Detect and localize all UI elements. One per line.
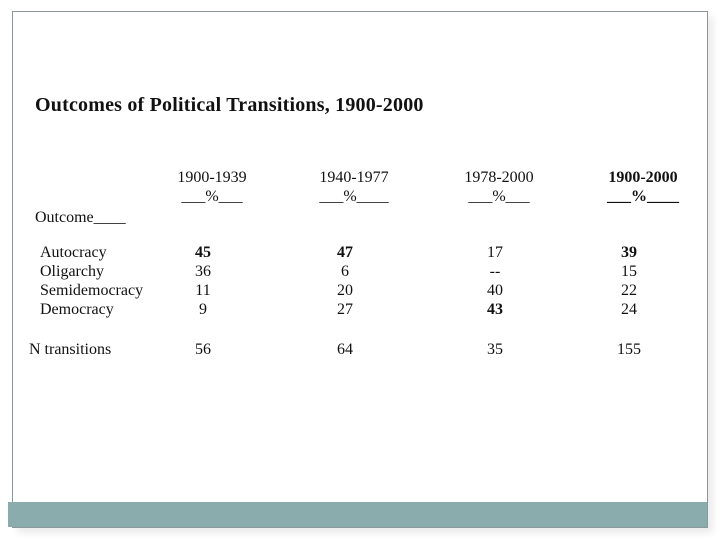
slide: Outcomes of Political Transitions, 1900-… [8, 11, 708, 528]
row-label: Democracy [40, 301, 114, 318]
cell-value: 20 [337, 282, 353, 299]
accent-bar [8, 502, 707, 527]
row-label: N transitions [29, 341, 112, 358]
row-label: Oligarchy [40, 263, 104, 280]
column-period-label: 1978-2000 [464, 169, 534, 186]
cell-value: 35 [487, 341, 503, 358]
outcome-column-label: Outcome____ [35, 209, 126, 226]
cell-value: 17 [487, 244, 503, 261]
table-row-n-transitions: N transitions 56 64 35 155 [13, 340, 707, 359]
table-row-democracy: Democracy 9 27 43 24 [13, 300, 707, 319]
column-header-1900-1939: 1900-1939 ___%___ [147, 168, 277, 206]
cell-value: 22 [621, 282, 637, 299]
cell-value: 40 [487, 282, 503, 299]
cell-value: -- [489, 263, 501, 280]
row-label: Semidemocracy [40, 282, 144, 299]
column-period-label: 1900-1939 [177, 169, 247, 186]
column-header-1978-2000: 1978-2000 ___%___ [434, 168, 564, 206]
cell-value: 36 [195, 263, 211, 280]
cell-value: 9 [199, 301, 207, 318]
cell-value: 43 [487, 301, 503, 318]
cell-value: 45 [195, 244, 211, 261]
column-percent-line: ___%___ [181, 188, 243, 205]
column-percent-line: ___%____ [607, 188, 679, 205]
cell-value: 6 [341, 263, 349, 280]
column-header-1940-1977: 1940-1977 ___%____ [289, 168, 419, 206]
n-transitions-row: N transitions 56 64 35 155 [13, 340, 707, 359]
cell-value: 64 [337, 341, 353, 358]
column-percent-line: ___%___ [468, 188, 530, 205]
table-row-oligarchy: Oligarchy 36 6 -- 15 [13, 262, 707, 281]
column-header-1900-2000: 1900-2000 ___%____ [578, 168, 708, 206]
column-period-label: 1940-1977 [319, 169, 389, 186]
cell-value: 15 [621, 263, 637, 280]
slide-title: Outcomes of Political Transitions, 1900-… [35, 94, 424, 116]
row-label: Autocracy [40, 244, 107, 261]
cell-value: 11 [195, 282, 211, 299]
column-percent-line: ___%____ [319, 188, 389, 205]
cell-value: 56 [195, 341, 211, 358]
cell-value: 27 [337, 301, 353, 318]
cell-value: 24 [621, 301, 637, 318]
column-period-label: 1900-2000 [608, 169, 678, 186]
table-body: Autocracy 45 47 17 39 Oligarchy 36 6 -- … [13, 243, 707, 319]
cell-value: 47 [337, 244, 353, 261]
cell-value: 155 [617, 341, 641, 358]
table-row-semidemocracy: Semidemocracy 11 20 40 22 [13, 281, 707, 300]
cell-value: 39 [621, 244, 637, 261]
table-row-autocracy: Autocracy 45 47 17 39 [13, 243, 707, 262]
